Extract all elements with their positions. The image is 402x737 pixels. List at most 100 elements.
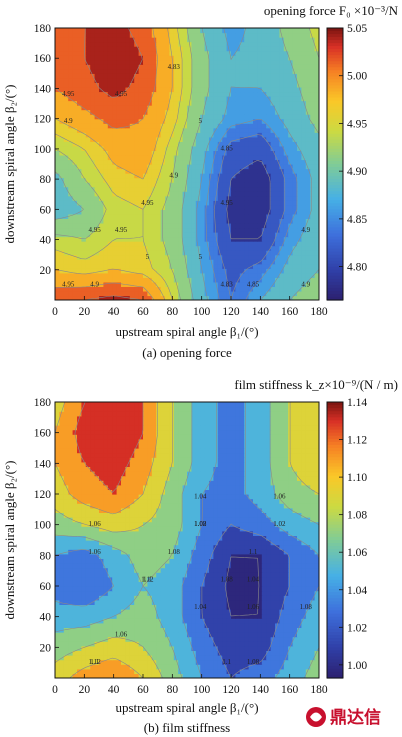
contour-cell <box>107 173 113 179</box>
contour-cell <box>204 28 210 34</box>
contour-cell <box>270 150 276 156</box>
contour-cell <box>143 277 148 283</box>
contour-cell <box>297 159 302 165</box>
contour-cell <box>147 145 153 151</box>
contour-cell <box>121 609 126 615</box>
contour-cell <box>77 581 82 587</box>
contour-cell <box>222 281 228 287</box>
contour-cell <box>222 632 228 638</box>
contour-cell <box>231 73 236 79</box>
contour-cell <box>239 109 245 115</box>
contour-cell <box>121 259 126 265</box>
contour-cell <box>129 55 135 61</box>
contour-cell <box>213 250 219 256</box>
contour-cell <box>200 622 206 628</box>
contour-cell <box>279 227 285 233</box>
contour-cell <box>59 627 65 633</box>
contour-cell <box>103 28 109 34</box>
contour-cell <box>63 259 69 265</box>
contour-cell <box>187 632 192 638</box>
contour-cell <box>279 232 285 238</box>
contour-cell <box>239 254 245 260</box>
contour-cell <box>195 636 201 642</box>
contour-cell <box>244 254 250 260</box>
contour-cell <box>305 627 311 633</box>
contour-cell <box>200 641 206 647</box>
contour-cell <box>283 41 289 47</box>
contour-cell <box>151 209 157 215</box>
contour-cell <box>275 136 280 142</box>
contour-cell <box>103 655 109 661</box>
contour-cell <box>314 650 319 656</box>
contour-cell <box>63 182 69 188</box>
contour-cell <box>217 645 223 651</box>
contour-cell <box>116 55 122 61</box>
contour-label: 4.95 <box>141 199 154 207</box>
contour-cell <box>77 173 82 179</box>
contour-cell <box>121 599 126 605</box>
contour-cell <box>143 622 148 628</box>
contour-cell <box>99 186 104 192</box>
contour-cell <box>297 627 302 633</box>
contour-cell <box>169 114 175 120</box>
contour-cell <box>125 28 131 34</box>
contour-cell <box>187 286 192 292</box>
contour-cell <box>235 150 241 156</box>
contour-cell <box>63 123 69 129</box>
contour-cell <box>283 50 289 56</box>
contour-cell <box>68 96 74 102</box>
contour-cell <box>235 82 241 88</box>
contour-cell <box>275 168 280 174</box>
contour-cell <box>279 28 285 34</box>
contour-cell <box>147 123 153 129</box>
contour-cell <box>217 91 223 97</box>
contour-cell <box>178 241 184 247</box>
contour-cell <box>129 613 135 619</box>
contour-cell <box>143 281 148 287</box>
contour-cell <box>301 595 307 601</box>
contour-cell <box>195 32 201 38</box>
contour-cell <box>85 204 91 210</box>
contour-cell <box>314 173 319 179</box>
contour-cell <box>125 277 131 283</box>
contour-cell <box>217 263 223 269</box>
colorbar-step <box>327 139 343 144</box>
contour-cell <box>125 218 131 224</box>
contour-cell <box>151 595 157 601</box>
contour-cell <box>292 232 298 238</box>
contour-cell <box>314 132 319 138</box>
contour-cell <box>68 641 74 647</box>
contour-cell <box>173 159 179 165</box>
contour-cell <box>72 37 78 43</box>
contour-cell <box>143 96 148 102</box>
contour-cell <box>72 209 78 215</box>
contour-cell <box>182 59 188 65</box>
contour-cell <box>279 245 285 251</box>
contour-cell <box>156 290 162 297</box>
contour-cell <box>147 632 153 638</box>
contour-cell <box>200 186 206 192</box>
contour-cell <box>63 91 69 97</box>
contour-cell <box>178 123 184 129</box>
contour-cell <box>90 636 96 642</box>
contour-cell <box>125 281 131 287</box>
colorbar-step <box>327 145 343 150</box>
contour-cell <box>59 295 65 300</box>
contour-cell <box>85 136 91 142</box>
contour-cell <box>235 68 241 74</box>
contour-cell <box>81 241 87 247</box>
contour-cell <box>160 232 166 238</box>
contour-cell <box>125 91 131 97</box>
contour-cell <box>99 250 104 256</box>
contour-cell <box>160 250 166 256</box>
contour-cell <box>266 227 272 233</box>
contour-cell <box>248 232 254 238</box>
contour-cell <box>253 645 258 651</box>
contour-cell <box>270 91 276 97</box>
contour-cell <box>165 100 170 106</box>
contour-cell <box>63 145 69 151</box>
contour-cell <box>173 46 179 52</box>
contour-cell <box>200 218 206 224</box>
contour-cell <box>138 277 144 283</box>
contour-cell <box>235 96 241 102</box>
